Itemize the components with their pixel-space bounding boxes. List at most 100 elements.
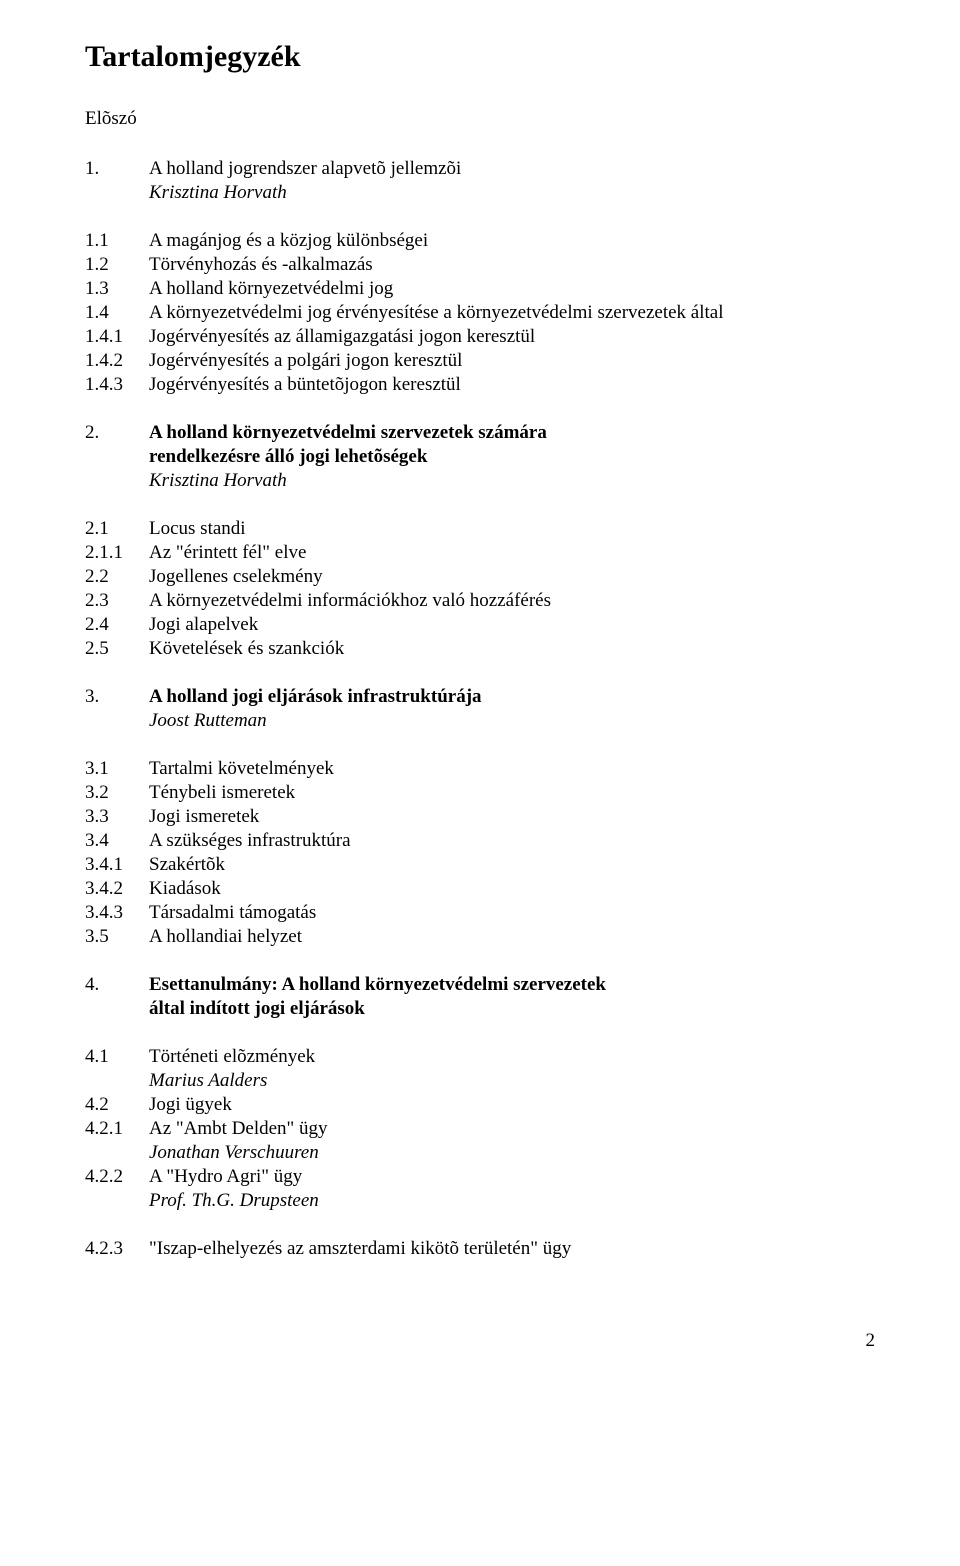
section-title-line2: által indított jogi eljárások	[149, 998, 875, 1020]
entry-label: "Iszap-elhelyezés az amszterdami kikötõ …	[149, 1238, 875, 1260]
entry-label: Jogi ügyek	[149, 1094, 875, 1116]
entry-number: 1.3	[85, 278, 149, 300]
entry-label: A szükséges infrastruktúra	[149, 830, 875, 852]
entry-number: 3.1	[85, 758, 149, 780]
entry-label: Törvényhozás és -alkalmazás	[149, 254, 875, 276]
section-title: A holland jogrendszer alapvetõ jellemzõi	[149, 158, 875, 180]
toc-entry: 2.5 Követelések és szankciók	[85, 638, 875, 660]
entry-number: 3.4	[85, 830, 149, 852]
entry-label: Társadalmi támogatás	[149, 902, 875, 924]
toc-entry: 1.4.3 Jogérvényesítés a büntetõjogon ker…	[85, 374, 875, 396]
section-title: Esettanulmány: A holland környezetvédelm…	[149, 974, 875, 996]
section-4-heading-line2: által indított jogi eljárások	[85, 998, 875, 1020]
toc-entry: 1.3 A holland környezetvédelmi jog	[85, 278, 875, 300]
toc-entry: 3.2 Ténybeli ismeretek	[85, 782, 875, 804]
section-2-heading-line2: rendelkezésre álló jogi lehetõségek	[85, 446, 875, 468]
entry-label: Történeti elõzmények	[149, 1046, 875, 1068]
section-number: 1.	[85, 158, 149, 180]
section-title: A holland jogi eljárások infrastruktúráj…	[149, 686, 875, 708]
entry-number: 1.2	[85, 254, 149, 276]
entry-label: A hollandiai helyzet	[149, 926, 875, 948]
entry-number: 3.5	[85, 926, 149, 948]
entry-number: 4.1	[85, 1046, 149, 1068]
toc-entry: 2.1 Locus standi	[85, 518, 875, 540]
toc-entry: 1.2 Törvényhozás és -alkalmazás	[85, 254, 875, 276]
entry-author: Marius Aalders	[149, 1070, 875, 1092]
entry-number: 2.5	[85, 638, 149, 660]
toc-entry: 4.2.3 "Iszap-elhelyezés az amszterdami k…	[85, 1238, 875, 1260]
entry-label: A magánjog és a közjog különbségei	[149, 230, 875, 252]
section-2-author: Krisztina Horvath	[149, 470, 875, 492]
entry-label: Jogérvényesítés az államigazgatási jogon…	[149, 326, 875, 348]
entry-number: 2.4	[85, 614, 149, 636]
section-3-author: Joost Rutteman	[149, 710, 875, 732]
toc-entry: 2.3 A környezetvédelmi információkhoz va…	[85, 590, 875, 612]
entry-label: A környezetvédelmi információkhoz való h…	[149, 590, 875, 612]
section-title: A holland környezetvédelmi szervezetek s…	[149, 422, 875, 444]
entry-number: 3.3	[85, 806, 149, 828]
section-3-heading: 3. A holland jogi eljárások infrastruktú…	[85, 686, 875, 708]
entry-label: Jogérvényesítés a polgári jogon keresztü…	[149, 350, 875, 372]
entry-number: 2.1.1	[85, 542, 149, 564]
toc-entry: 1.1 A magánjog és a közjog különbségei	[85, 230, 875, 252]
entry-number: 4.2.1	[85, 1118, 149, 1140]
entry-label: A környezetvédelmi jog érvényesítése a k…	[149, 302, 875, 324]
entry-label: Követelések és szankciók	[149, 638, 875, 660]
entry-number: 1.4.1	[85, 326, 149, 348]
entry-number: 2.2	[85, 566, 149, 588]
toc-entry: 1.4 A környezetvédelmi jog érvényesítése…	[85, 302, 875, 324]
entry-label: Jogérvényesítés a büntetõjogon keresztül	[149, 374, 875, 396]
entry-label: A "Hydro Agri" ügy	[149, 1166, 875, 1188]
toc-entry: 4.2 Jogi ügyek	[85, 1094, 875, 1116]
section-number: 3.	[85, 686, 149, 708]
toc-entry: 3.4.2 Kiadások	[85, 878, 875, 900]
section-number: 4.	[85, 974, 149, 996]
entry-label: Szakértõk	[149, 854, 875, 876]
entry-label: Tartalmi követelmények	[149, 758, 875, 780]
toc-entry: 2.4 Jogi alapelvek	[85, 614, 875, 636]
entry-number: 2.1	[85, 518, 149, 540]
section-2-heading: 2. A holland környezetvédelmi szervezete…	[85, 422, 875, 444]
document-title: Tartalomjegyzék	[85, 40, 875, 74]
section-number: 2.	[85, 422, 149, 444]
entry-number: 4.2.2	[85, 1166, 149, 1188]
entry-number: 3.4.1	[85, 854, 149, 876]
preface-label: Elõszó	[85, 108, 875, 130]
entry-number: 1.4	[85, 302, 149, 324]
entry-number: 1.4.3	[85, 374, 149, 396]
toc-entry: 3.1 Tartalmi követelmények	[85, 758, 875, 780]
section-1-heading: 1. A holland jogrendszer alapvetõ jellem…	[85, 158, 875, 180]
entry-number: 3.4.2	[85, 878, 149, 900]
toc-entry: 4.2.2 A "Hydro Agri" ügy	[85, 1166, 875, 1188]
entry-label: Locus standi	[149, 518, 875, 540]
entry-label: Az "érintett fél" elve	[149, 542, 875, 564]
entry-number: 3.2	[85, 782, 149, 804]
entry-label: Jogellenes cselekmény	[149, 566, 875, 588]
toc-entry: 3.4.1 Szakértõk	[85, 854, 875, 876]
toc-entry: 2.1.1 Az "érintett fél" elve	[85, 542, 875, 564]
entry-author: Jonathan Verschuuren	[149, 1142, 875, 1164]
page-number: 2	[85, 1330, 875, 1352]
entry-label: Jogi alapelvek	[149, 614, 875, 636]
entry-label: Az "Ambt Delden" ügy	[149, 1118, 875, 1140]
section-1-author: Krisztina Horvath	[149, 182, 875, 204]
toc-entry: 3.4.3 Társadalmi támogatás	[85, 902, 875, 924]
entry-label: Ténybeli ismeretek	[149, 782, 875, 804]
toc-entry: 4.2.1 Az "Ambt Delden" ügy	[85, 1118, 875, 1140]
entry-number: 4.2	[85, 1094, 149, 1116]
section-title-line2: rendelkezésre álló jogi lehetõségek	[149, 446, 875, 468]
entry-number: 1.4.2	[85, 350, 149, 372]
toc-entry: 3.4 A szükséges infrastruktúra	[85, 830, 875, 852]
toc-entry: 2.2 Jogellenes cselekmény	[85, 566, 875, 588]
toc-entry: 1.4.1 Jogérvényesítés az államigazgatási…	[85, 326, 875, 348]
entry-author: Prof. Th.G. Drupsteen	[149, 1190, 875, 1212]
entry-label: Kiadások	[149, 878, 875, 900]
entry-label: A holland környezetvédelmi jog	[149, 278, 875, 300]
toc-entry: 1.4.2 Jogérvényesítés a polgári jogon ke…	[85, 350, 875, 372]
section-4-heading: 4. Esettanulmány: A holland környezetvéd…	[85, 974, 875, 996]
toc-entry: 4.1 Történeti elõzmények	[85, 1046, 875, 1068]
entry-label: Jogi ismeretek	[149, 806, 875, 828]
entry-number: 2.3	[85, 590, 149, 612]
toc-entry: 3.3 Jogi ismeretek	[85, 806, 875, 828]
entry-number: 1.1	[85, 230, 149, 252]
